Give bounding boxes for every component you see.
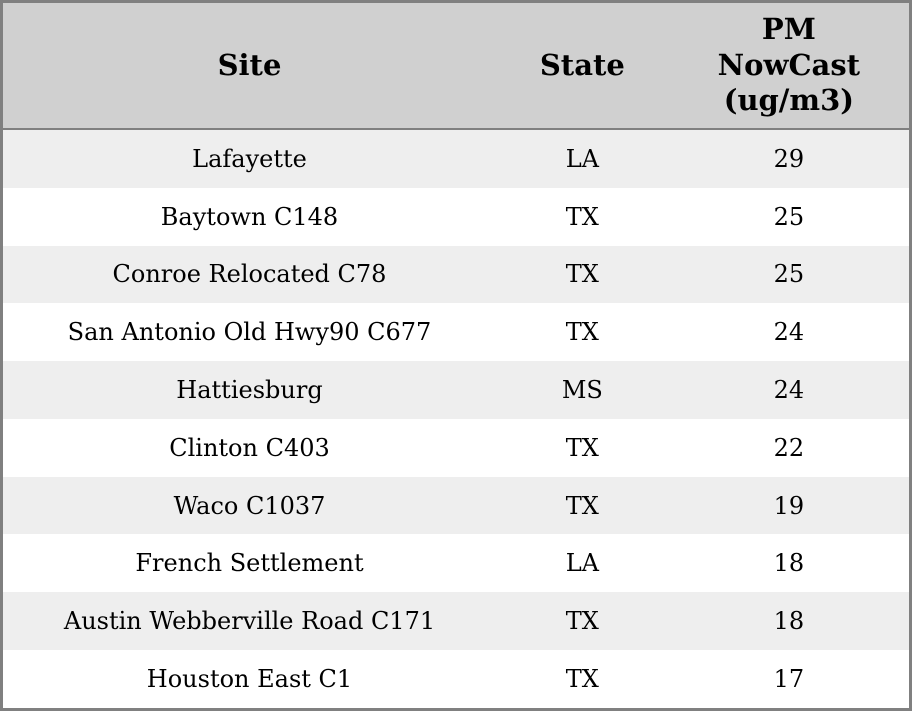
pm-nowcast-cell: 29 [773, 144, 805, 173]
site-cell: French Settlement [135, 549, 364, 578]
column-header-pm-nowcast: PM NowCast (ug/m3) [668, 1, 911, 130]
site-cell: Waco C1037 [173, 491, 326, 520]
table-row: Conroe Relocated C78 TX 25 [1, 245, 911, 304]
pm-nowcast-cell: 25 [773, 260, 805, 289]
site-cell: Hattiesburg [176, 376, 323, 405]
site-cell: Conroe Relocated C78 [112, 260, 387, 289]
state-cell: TX [565, 491, 599, 520]
table-row: Baytown C148 TX 25 [1, 187, 911, 246]
table-row: Houston East C1 TX 17 [1, 650, 911, 710]
site-cell: Houston East C1 [146, 665, 353, 694]
pm-nowcast-cell: 18 [773, 607, 805, 636]
site-cell: San Antonio Old Hwy90 C677 [67, 318, 432, 347]
site-cell: Clinton C403 [169, 433, 330, 462]
table-body: Lafayette LA 29 Baytown C148 TX 25 Conroe Relo… [1, 129, 911, 710]
table-row: Hattiesburg MS 24 [1, 361, 911, 419]
state-cell: TX [565, 260, 599, 289]
site-cell: Baytown C148 [160, 202, 339, 231]
state-cell: TX [565, 607, 599, 636]
pm-nowcast-cell: 17 [773, 665, 805, 694]
pm-nowcast-cell: 24 [773, 376, 805, 405]
site-cell: Austin Webberville Road C171 [63, 607, 436, 636]
pm-nowcast-cell: 24 [773, 318, 805, 347]
table-row: San Antonio Old Hwy90 C677 TX 24 [1, 303, 911, 362]
pm-nowcast-cell: 25 [773, 202, 805, 231]
column-header-site: Site [1, 1, 496, 130]
state-cell: TX [565, 433, 599, 462]
table-header: Site State PM NowCast (ug/m3) [1, 1, 911, 130]
site-cell: Lafayette [192, 144, 307, 173]
header-row: Site State PM NowCast (ug/m3) [1, 1, 911, 130]
state-cell: TX [565, 318, 599, 347]
state-cell: MS [561, 376, 603, 405]
pm-nowcast-cell: 18 [773, 549, 805, 578]
pm-nowcast-cell: 22 [773, 433, 805, 462]
column-header-state: State [496, 1, 669, 130]
table-row: Clinton C403 TX 22 [1, 418, 911, 477]
table-row: Lafayette LA 29 [1, 129, 911, 188]
state-cell: LA [565, 144, 599, 173]
table-row: Austin Webberville Road C171 TX 18 [1, 592, 911, 651]
state-cell: TX [565, 202, 599, 231]
state-cell: LA [565, 549, 599, 578]
state-cell: TX [565, 665, 599, 694]
table-row: Waco C1037 TX 19 [1, 476, 911, 535]
table-row: French Settlement LA 18 [1, 534, 911, 593]
pm-nowcast-cell: 19 [773, 491, 805, 520]
